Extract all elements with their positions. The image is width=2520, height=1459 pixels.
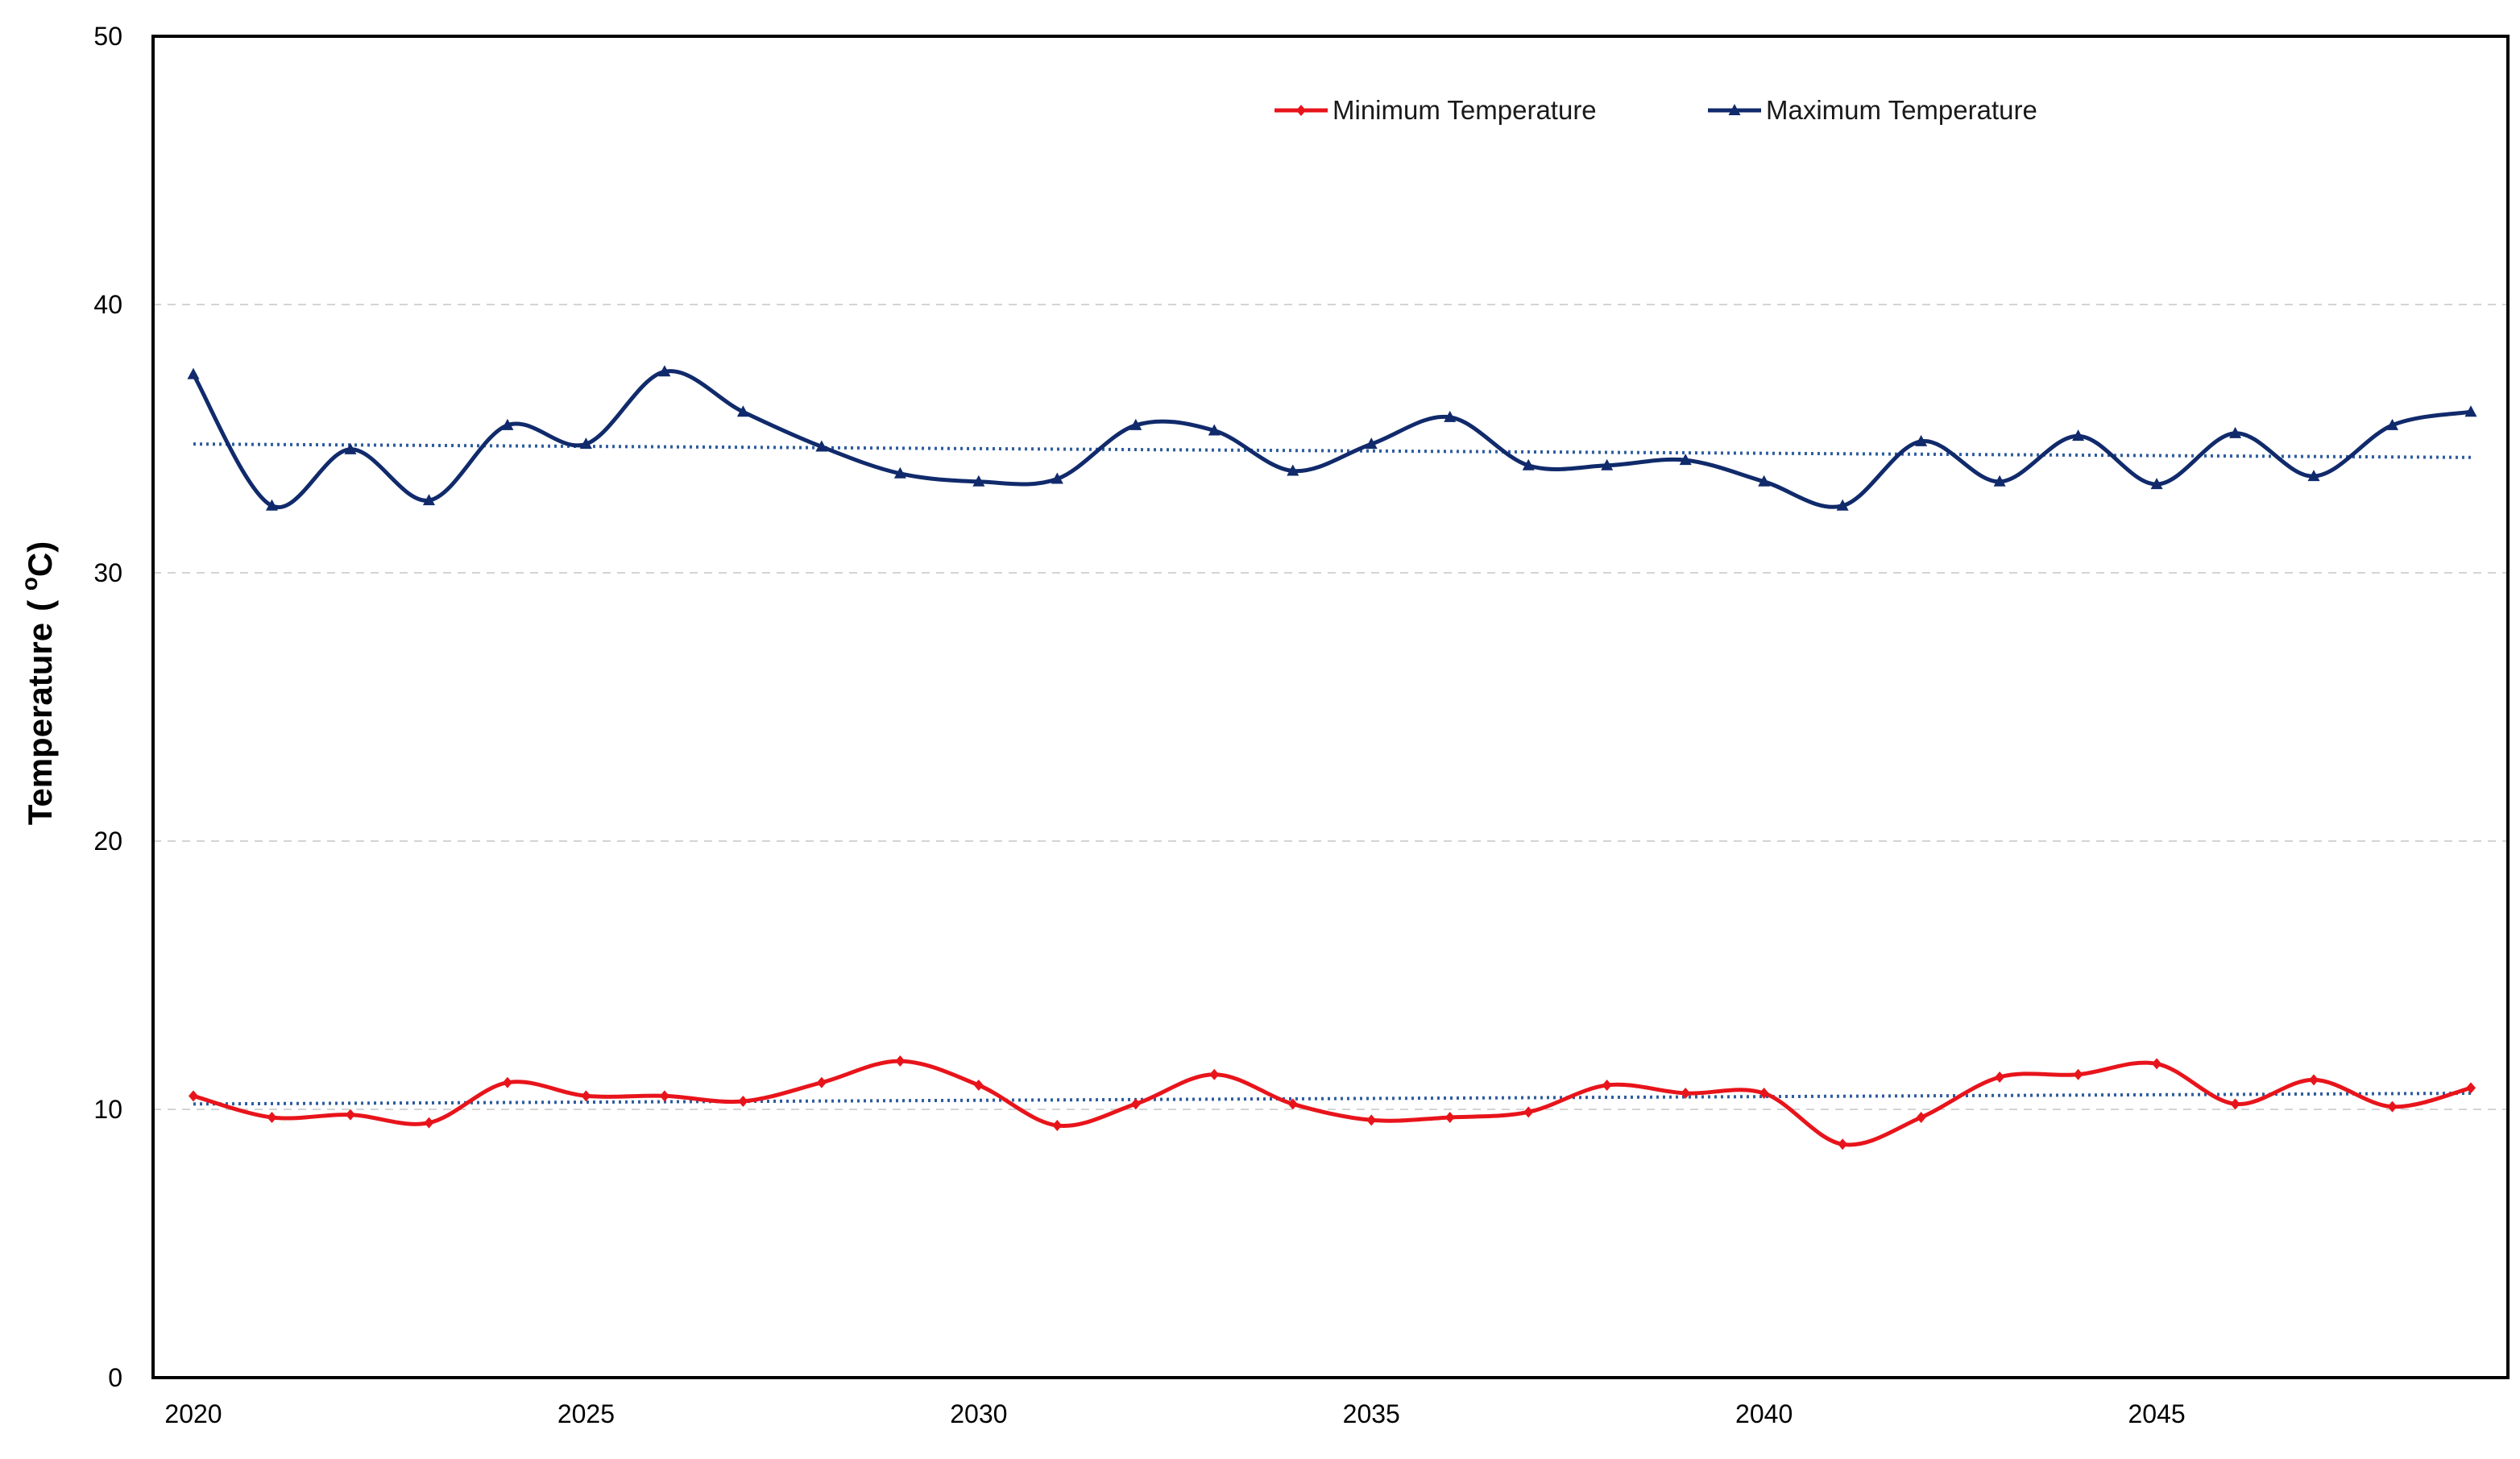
legend-label-min: Minimum Temperature (1333, 95, 1597, 125)
data-point-min (1444, 1111, 1455, 1123)
data-point-min (267, 1111, 277, 1123)
series-line-max (191, 369, 2473, 510)
x-tick-label: 2030 (950, 1399, 1007, 1428)
data-point-max (1679, 454, 1692, 466)
data-point-max (1993, 475, 2006, 487)
data-point-min (1130, 1098, 1141, 1110)
x-tick-labels: 2020 2025 2030 2035 2040 2045 (164, 1399, 2185, 1428)
y-axis-unit-superscript: o (17, 577, 42, 591)
y-axis-title: Temperature ( oC) (17, 541, 59, 825)
data-point-min (973, 1080, 984, 1092)
y-axis-unit-open: ( (21, 591, 59, 611)
y-tick-label: 20 (93, 827, 122, 856)
data-point-max (1051, 472, 1063, 484)
legend-marker-min (1296, 105, 1306, 116)
data-point-max (972, 475, 985, 487)
data-point-max (187, 367, 200, 379)
gridlines (153, 304, 2508, 1110)
y-tick-labels: 0 10 20 30 40 50 (93, 22, 122, 1392)
y-tick-label: 50 (93, 22, 122, 51)
data-point-max (1365, 437, 1378, 450)
series-line-min (191, 1059, 2473, 1147)
y-tick-label: 30 (93, 558, 122, 587)
data-point-min (1287, 1098, 1298, 1110)
data-point-max (736, 405, 749, 417)
data-point-min (2152, 1058, 2162, 1070)
x-tick-label: 2040 (1735, 1399, 1793, 1428)
data-point-min (1916, 1111, 1926, 1123)
data-point-min (2230, 1098, 2240, 1110)
data-point-min (189, 1090, 198, 1102)
legend: Minimum Temperature Maximum Temperature (1275, 95, 2037, 125)
data-point-min (1602, 1080, 1612, 1092)
data-point-max (2150, 478, 2163, 490)
data-point-max (344, 442, 357, 454)
data-point-min (659, 1090, 669, 1102)
data-point-min (1995, 1071, 2005, 1084)
markers (187, 365, 2477, 1150)
data-point-min (581, 1090, 591, 1102)
data-point-max (1522, 458, 1535, 470)
data-point-min (1523, 1106, 1534, 1118)
data-point-min (345, 1109, 355, 1121)
data-point-max (501, 418, 514, 430)
data-point-max (1208, 424, 1221, 436)
series-lines (191, 369, 2473, 1147)
y-axis-unit-text: C) (21, 541, 59, 577)
x-tick-label: 2035 (1343, 1399, 1400, 1428)
data-point-max (658, 365, 671, 377)
data-point-min (424, 1117, 434, 1129)
data-point-max (2072, 429, 2085, 441)
data-point-min (1759, 1088, 1769, 1100)
y-tick-label: 0 (108, 1363, 122, 1392)
data-point-min (816, 1076, 827, 1088)
x-tick-label: 2025 (557, 1399, 615, 1428)
data-point-min (1838, 1138, 1848, 1150)
data-point-max (1758, 475, 1771, 487)
legend-label-max: Maximum Temperature (1766, 95, 2037, 125)
data-point-max (1444, 410, 1457, 422)
plot-area-frame (151, 35, 2510, 1379)
data-point-min (1052, 1119, 1063, 1131)
data-point-min (738, 1096, 748, 1108)
y-tick-label: 10 (93, 1095, 122, 1124)
data-point-min (502, 1076, 512, 1088)
data-point-max (1915, 434, 1928, 446)
data-point-max (265, 499, 278, 511)
y-axis-title-text: Temperature (21, 623, 59, 825)
data-point-max (893, 466, 906, 479)
data-point-min (2073, 1068, 2083, 1080)
legend-marker-max (1728, 104, 1741, 115)
data-point-max (422, 494, 435, 506)
data-point-max (1601, 458, 1614, 470)
data-point-min (2466, 1082, 2476, 1094)
data-point-min (1366, 1114, 1377, 1126)
data-point-max (2464, 405, 2477, 417)
data-point-min (1681, 1088, 1691, 1100)
y-tick-label: 40 (93, 290, 122, 319)
data-point-max (2229, 426, 2242, 438)
data-point-max (579, 437, 592, 450)
data-point-max (1287, 464, 1299, 476)
x-tick-label: 2045 (2128, 1399, 2185, 1428)
data-point-min (1209, 1068, 1220, 1080)
data-point-min (2387, 1100, 2398, 1113)
data-point-max (815, 440, 828, 452)
data-point-min (895, 1055, 906, 1067)
data-point-max (1129, 418, 1142, 430)
data-point-max (2386, 418, 2399, 430)
data-point-min (2309, 1074, 2319, 1086)
data-point-max (1836, 499, 1849, 511)
x-tick-label: 2020 (164, 1399, 222, 1428)
data-point-max (2307, 470, 2320, 482)
